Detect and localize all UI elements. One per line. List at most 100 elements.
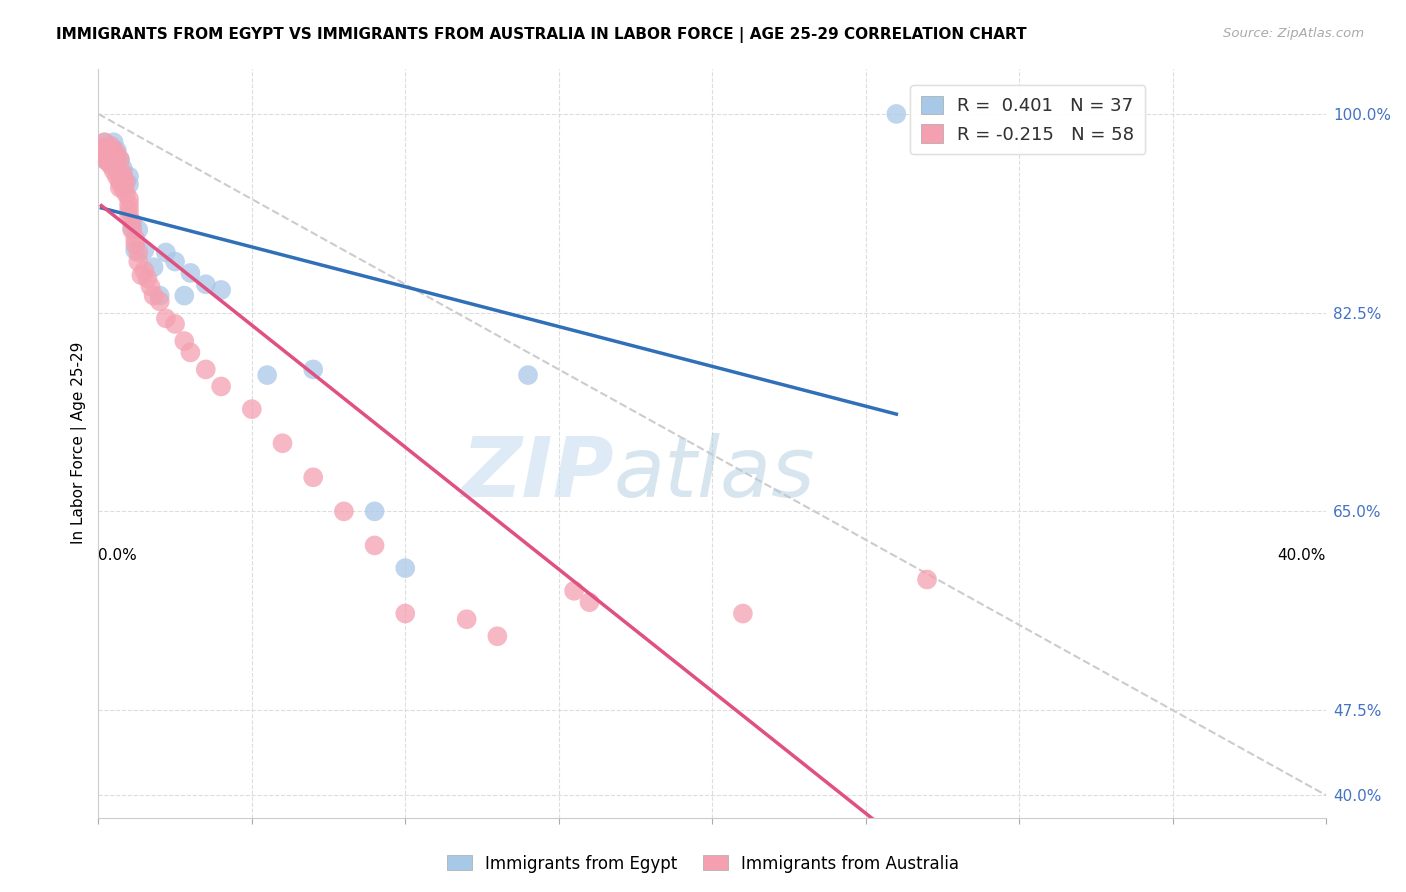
Point [134,243,156,257]
Point [194,362,217,376]
Point [103,136,125,150]
Point [115,175,138,189]
Point [105,158,128,172]
Point [394,607,416,621]
Point [103,163,125,178]
Text: IMMIGRANTS FROM EGYPT VS IMMIGRANTS FROM AUSTRALIA IN LABOR FORCE | AGE 25-29 CO: IMMIGRANTS FROM EGYPT VS IMMIGRANTS FROM… [56,27,1026,43]
Point [124,243,146,257]
Point [93,153,115,167]
Point [302,470,325,484]
Point [136,271,159,285]
Point [105,143,128,157]
Point [121,223,143,237]
Legend: Immigrants from Egypt, Immigrants from Australia: Immigrants from Egypt, Immigrants from A… [440,848,966,880]
Point [108,153,131,167]
Point [111,175,134,189]
Point [179,266,201,280]
Point [124,232,146,246]
Point [142,260,165,275]
Point [103,146,125,161]
Point [90,141,112,155]
Point [121,220,143,235]
Point [155,245,177,260]
Point [108,175,131,189]
Y-axis label: In Labor Force | Age 25-29: In Labor Force | Age 25-29 [72,342,87,544]
Point [886,107,908,121]
Point [194,277,217,292]
Point [118,198,141,212]
Point [105,169,128,184]
Point [209,283,232,297]
Point [96,141,118,155]
Point [90,141,112,155]
Point [256,368,278,383]
Point [363,538,385,552]
Point [96,143,118,157]
Point [142,288,165,302]
Point [93,136,115,150]
Point [240,402,263,417]
Point [118,169,141,184]
Point [103,150,125,164]
Text: ZIP: ZIP [461,433,614,514]
Point [118,203,141,218]
Point [915,573,938,587]
Point [108,166,131,180]
Point [333,504,356,518]
Point [562,583,585,598]
Point [131,268,153,282]
Point [118,209,141,223]
Point [134,263,156,277]
Point [111,180,134,194]
Point [90,150,112,164]
Point [111,166,134,180]
Point [127,254,149,268]
Point [209,379,232,393]
Point [456,612,478,626]
Point [108,180,131,194]
Point [103,143,125,157]
Point [111,169,134,184]
Point [127,245,149,260]
Point [179,345,201,359]
Point [517,368,540,383]
Point [578,595,600,609]
Point [111,161,134,176]
Point [103,154,125,169]
Text: 0.0%: 0.0% [98,549,138,563]
Point [115,175,138,189]
Text: atlas: atlas [614,433,815,514]
Point [149,288,172,302]
Point [127,223,149,237]
Point [139,279,162,293]
Point [271,436,294,450]
Text: 40.0%: 40.0% [1278,549,1326,563]
Point [124,237,146,252]
Point [118,178,141,192]
Point [394,561,416,575]
Point [121,215,143,229]
Point [149,294,172,309]
Legend: R =  0.401   N = 37, R = -0.215   N = 58: R = 0.401 N = 37, R = -0.215 N = 58 [910,85,1144,154]
Point [100,158,122,172]
Point [100,153,122,167]
Point [731,607,754,621]
Point [108,153,131,167]
Point [173,334,195,348]
Point [105,154,128,169]
Point [173,288,195,302]
Point [96,154,118,169]
Point [108,154,131,169]
Text: Source: ZipAtlas.com: Source: ZipAtlas.com [1223,27,1364,40]
Point [302,362,325,376]
Point [93,136,115,150]
Point [165,254,187,268]
Point [165,317,187,331]
Point [486,629,509,643]
Point [96,146,118,161]
Point [155,311,177,326]
Point [115,186,138,201]
Point [363,504,385,518]
Point [100,138,122,153]
Point [105,146,128,161]
